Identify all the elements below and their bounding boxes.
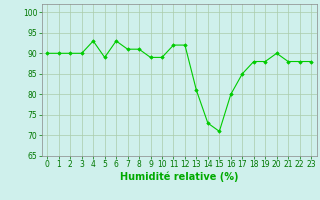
X-axis label: Humidité relative (%): Humidité relative (%) [120, 172, 238, 182]
